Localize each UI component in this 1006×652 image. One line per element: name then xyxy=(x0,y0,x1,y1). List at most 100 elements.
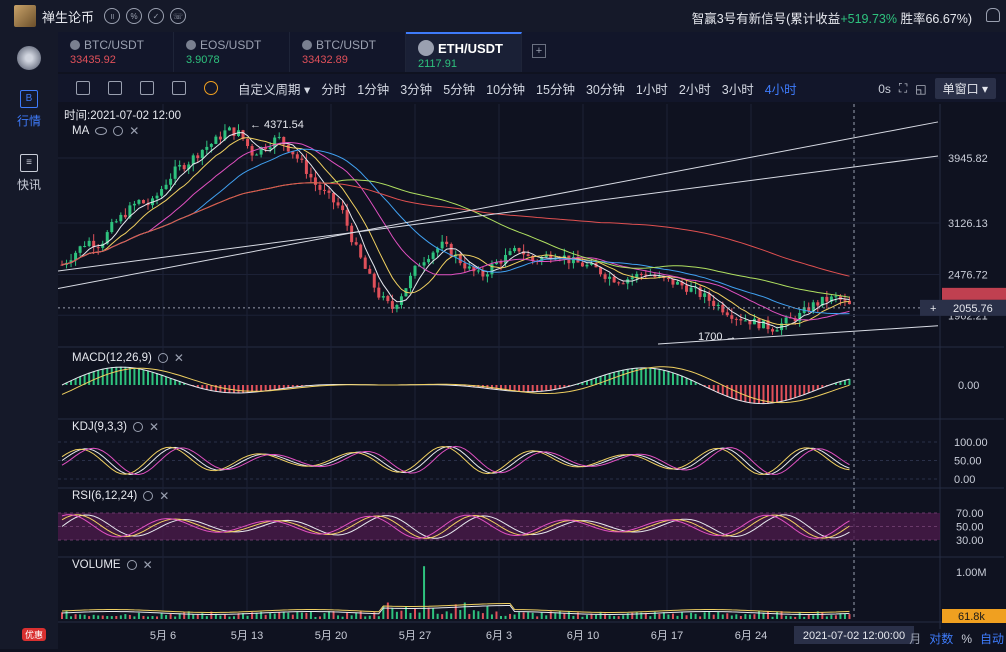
y-tick-label: 70.00 xyxy=(956,508,984,520)
volume-bar xyxy=(138,613,140,619)
period-button[interactable]: 1小时 xyxy=(636,79,668,98)
y-tick-label: 3126.13 xyxy=(948,218,988,230)
fullscreen-icon[interactable]: ⛶ xyxy=(899,81,907,96)
period-button[interactable]: 3分钟 xyxy=(400,79,432,98)
volume-bar xyxy=(310,611,312,619)
volume-bar xyxy=(830,615,832,619)
close-icon[interactable]: ✕ xyxy=(149,420,159,434)
macd-bar xyxy=(518,385,520,392)
add-tab-button[interactable]: + xyxy=(532,44,546,58)
market-icon: B xyxy=(20,90,38,108)
macd-bar xyxy=(120,367,122,385)
tab-btc-usdt-2[interactable]: BTC/USDT 33432.89 xyxy=(290,32,406,72)
custom-period-dropdown[interactable]: 自定义周期 ▾ xyxy=(238,79,310,98)
candle-body xyxy=(88,241,91,246)
candle-body xyxy=(463,263,466,268)
chart-type-icon[interactable] xyxy=(76,81,90,95)
tab-eth-usdt[interactable]: ETH/USDT 2117.91 xyxy=(406,32,522,72)
macd-bar xyxy=(749,385,751,403)
candle-body xyxy=(160,189,163,196)
news-icon: ≡ xyxy=(20,154,38,172)
period-button[interactable]: 1分钟 xyxy=(357,79,389,98)
period-button[interactable]: 分时 xyxy=(321,79,346,98)
percent-icon[interactable]: % xyxy=(126,8,142,24)
volume-bar xyxy=(369,616,371,619)
screenshot-icon[interactable]: ◱ xyxy=(915,82,926,96)
period-button-active[interactable]: 4小时 xyxy=(765,79,797,98)
period-button[interactable]: 15分钟 xyxy=(536,79,575,98)
signal-banner[interactable]: 智赢3号有新信号(累计收益+519.73% 胜率66.67%) xyxy=(692,8,972,27)
period-button[interactable]: 2小时 xyxy=(679,79,711,98)
x-axis-suffix: 月 xyxy=(909,630,921,647)
window-mode-dropdown[interactable]: 单窗口 ▾ xyxy=(935,78,996,99)
volume-bar xyxy=(66,611,68,619)
candle-body xyxy=(834,296,837,297)
candle-body xyxy=(214,137,217,144)
gear-icon[interactable] xyxy=(133,422,143,432)
draw-pen-icon[interactable] xyxy=(140,81,154,95)
volume-bar xyxy=(740,616,742,619)
period-button[interactable]: 30分钟 xyxy=(586,79,625,98)
volume-bar xyxy=(699,616,701,619)
gear-icon[interactable] xyxy=(127,560,137,570)
volume-bar xyxy=(749,615,751,619)
sidebar-item-market[interactable]: B 行情 xyxy=(0,90,58,129)
macd-bar xyxy=(649,368,651,385)
template-icon[interactable] xyxy=(172,81,186,95)
y-tick-label: 30.00 xyxy=(956,535,984,547)
candle-body xyxy=(382,296,385,298)
candle-body xyxy=(776,330,779,331)
candle-body xyxy=(201,150,204,158)
gear-icon[interactable] xyxy=(143,491,153,501)
phone-icon[interactable]: ☏ xyxy=(170,8,186,24)
candle-body xyxy=(622,283,625,284)
candle-body xyxy=(785,317,788,323)
compass-icon[interactable]: ✓ xyxy=(148,8,164,24)
candle-body xyxy=(468,266,471,268)
y-tick-label: 3945.82 xyxy=(948,153,988,165)
candle-body xyxy=(246,139,249,146)
tab-eos-usdt[interactable]: EOS/USDT 3.9078 xyxy=(174,32,290,72)
x-tick-label: 6月 10 xyxy=(567,630,599,642)
candle-body xyxy=(640,274,643,275)
volume-bar xyxy=(120,615,122,619)
candle-body xyxy=(287,145,290,152)
gear-icon[interactable] xyxy=(158,353,168,363)
volume-bar xyxy=(441,614,443,619)
indicator-icon[interactable] xyxy=(108,81,122,95)
period-button[interactable]: 5分钟 xyxy=(443,79,475,98)
log-scale-toggle[interactable]: 对数 xyxy=(929,630,953,647)
period-button[interactable]: 3小时 xyxy=(722,79,754,98)
close-icon[interactable]: ✕ xyxy=(143,558,153,572)
candle-body xyxy=(156,196,159,199)
macd-bar xyxy=(142,369,144,385)
pause-icon[interactable]: ॥ xyxy=(104,8,120,24)
volume-bar xyxy=(455,604,457,619)
eye-icon[interactable] xyxy=(95,127,107,135)
discount-badge[interactable]: 优惠 xyxy=(22,628,46,641)
candle-body xyxy=(314,177,317,184)
close-icon[interactable]: ✕ xyxy=(129,124,139,138)
sidebar-item-news[interactable]: ≡ 快讯 xyxy=(0,154,58,193)
close-icon[interactable]: ✕ xyxy=(159,489,169,503)
candle-body xyxy=(739,319,742,320)
volume-current-label: 61.8k xyxy=(958,611,985,623)
candle-body xyxy=(635,274,638,277)
volume-bar xyxy=(400,611,402,619)
volume-bar xyxy=(428,607,430,619)
volume-bar xyxy=(753,614,755,619)
close-icon[interactable]: ✕ xyxy=(174,351,184,365)
volume-bar xyxy=(165,615,167,619)
bell-icon[interactable] xyxy=(986,8,1000,22)
percent-scale-toggle[interactable]: % xyxy=(961,632,972,646)
gear-icon[interactable] xyxy=(113,126,123,136)
coin-icon[interactable] xyxy=(204,81,218,95)
macd-bar xyxy=(147,371,149,385)
period-button[interactable]: 10分钟 xyxy=(486,79,525,98)
candle-body xyxy=(414,266,417,276)
auto-scale-toggle[interactable]: 自动 xyxy=(980,630,1004,647)
macd-bar xyxy=(247,385,249,393)
tab-btc-usdt-1[interactable]: BTC/USDT 33435.92 xyxy=(58,32,174,72)
